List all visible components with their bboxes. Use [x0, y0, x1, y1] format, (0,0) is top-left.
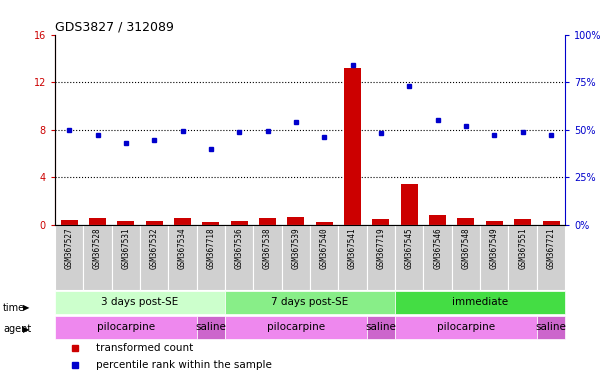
Bar	[60, 220, 78, 225]
Bar	[452, 225, 480, 290]
Bar	[310, 225, 338, 290]
Bar	[480, 225, 508, 290]
Text: GSM367551: GSM367551	[518, 228, 527, 270]
Bar	[395, 225, 423, 290]
Bar	[401, 184, 418, 225]
Bar	[423, 225, 452, 290]
Bar	[395, 291, 565, 314]
Bar	[140, 225, 169, 290]
Bar	[83, 225, 112, 290]
Text: GSM367527: GSM367527	[65, 228, 74, 270]
Text: GSM367539: GSM367539	[291, 228, 301, 270]
Text: GSM367540: GSM367540	[320, 228, 329, 270]
Text: GSM367546: GSM367546	[433, 228, 442, 270]
Text: GSM367528: GSM367528	[93, 228, 102, 270]
Bar	[259, 218, 276, 225]
Bar	[225, 225, 254, 290]
Text: agent: agent	[3, 324, 31, 334]
Bar	[373, 219, 389, 225]
Bar	[145, 221, 163, 225]
Text: GSM367536: GSM367536	[235, 228, 244, 270]
Bar	[429, 215, 446, 225]
Text: transformed count: transformed count	[96, 343, 193, 353]
Text: GSM367534: GSM367534	[178, 228, 187, 270]
Text: GSM367549: GSM367549	[490, 228, 499, 270]
Bar	[486, 221, 503, 225]
Bar	[543, 221, 560, 225]
Bar	[537, 316, 565, 339]
Text: percentile rank within the sample: percentile rank within the sample	[96, 360, 272, 370]
Bar	[117, 221, 134, 225]
Text: saline: saline	[196, 322, 226, 332]
Bar	[395, 316, 537, 339]
Bar	[508, 225, 537, 290]
Text: GSM367718: GSM367718	[207, 228, 216, 270]
Text: pilocarpine: pilocarpine	[267, 322, 325, 332]
Text: ▶: ▶	[23, 324, 30, 334]
Text: immediate: immediate	[452, 297, 508, 308]
Text: ▶: ▶	[23, 303, 30, 313]
Text: pilocarpine: pilocarpine	[97, 322, 155, 332]
Text: GDS3827 / 312089: GDS3827 / 312089	[55, 20, 174, 33]
Bar	[514, 219, 531, 225]
Text: GSM367545: GSM367545	[404, 228, 414, 270]
Bar	[287, 217, 304, 225]
Bar	[367, 316, 395, 339]
Bar	[367, 225, 395, 290]
Bar	[174, 218, 191, 225]
Bar	[55, 225, 83, 290]
Text: GSM367532: GSM367532	[150, 228, 159, 270]
Bar	[225, 291, 395, 314]
Text: pilocarpine: pilocarpine	[437, 322, 495, 332]
Text: GSM367531: GSM367531	[122, 228, 130, 270]
Text: GSM367721: GSM367721	[546, 228, 555, 270]
Text: saline: saline	[365, 322, 397, 332]
Bar	[316, 222, 333, 225]
Text: GSM367541: GSM367541	[348, 228, 357, 270]
Bar	[537, 225, 565, 290]
Bar	[225, 316, 367, 339]
Bar	[169, 225, 197, 290]
Bar	[55, 316, 197, 339]
Text: GSM367719: GSM367719	[376, 228, 386, 270]
Text: 7 days post-SE: 7 days post-SE	[271, 297, 349, 308]
Text: GSM367538: GSM367538	[263, 228, 272, 270]
Bar	[202, 222, 219, 225]
Bar	[197, 316, 225, 339]
Bar	[89, 218, 106, 225]
Text: 3 days post-SE: 3 days post-SE	[101, 297, 178, 308]
Bar	[55, 291, 225, 314]
Bar	[254, 225, 282, 290]
Bar	[338, 225, 367, 290]
Bar	[231, 221, 247, 225]
Text: saline: saline	[536, 322, 566, 332]
Bar	[197, 225, 225, 290]
Bar	[344, 68, 361, 225]
Bar	[458, 218, 475, 225]
Bar	[282, 225, 310, 290]
Bar	[112, 225, 140, 290]
Text: GSM367548: GSM367548	[461, 228, 470, 270]
Text: time: time	[3, 303, 25, 313]
